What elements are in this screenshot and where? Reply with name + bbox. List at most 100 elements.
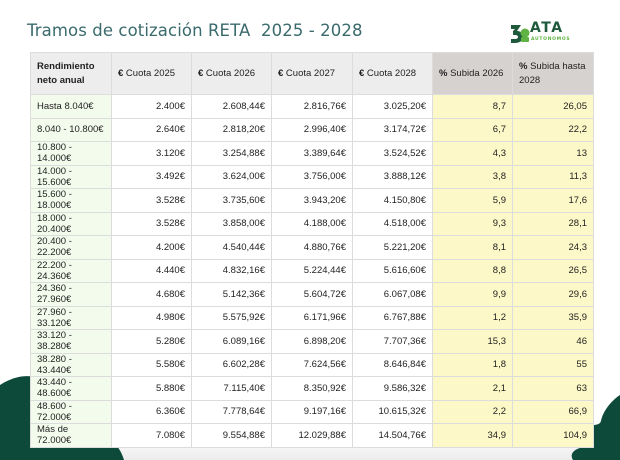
cuota-2027-cell: 5.604,72€ [271, 282, 353, 307]
logo-subtitle-text: AUTONOMOS [531, 37, 571, 42]
cuota-2026-cell: 3.858,00€ [191, 211, 272, 236]
cuota-2025-cell: 3.528€ [111, 211, 192, 236]
subida-hasta-2028-cell: 26,05 [512, 94, 594, 119]
cuota-2026-cell: 6.089,16€ [191, 329, 272, 354]
cuota-2027-cell: 4.880,76€ [271, 235, 353, 260]
cuota-2026-cell: 5.142,36€ [191, 282, 272, 307]
cuota-2025-cell: 4.200€ [111, 235, 192, 260]
cuota-2027-cell: 7.624,56€ [271, 352, 353, 377]
cuota-2025-cell: 2.640€ [111, 117, 192, 142]
header-cuota-2026: € Cuota 2026 [191, 52, 272, 95]
cuota-2025-cell: 4.440€ [111, 258, 192, 283]
cuota-2027-cell: 4.188,00€ [271, 211, 353, 236]
cuota-2027-cell: 2.816,76€ [271, 94, 353, 119]
cuota-2026-cell: 6.602,28€ [191, 352, 272, 377]
cuota-2025-cell: 2.400€ [111, 94, 192, 119]
table-row: 22.200 - 24.360€ 4.440€ 4.832,16€ 5.224,44€… [30, 258, 594, 283]
subida-hasta-2028-cell: 22,2 [512, 117, 594, 142]
cuota-2027-cell: 8.350,92€ [271, 376, 353, 401]
cuota-2027-cell: 12.029,88€ [271, 423, 353, 448]
cuota-2026-cell: 3.254,88€ [191, 141, 272, 166]
cuota-2028-cell: 10.615,32€ [352, 399, 433, 424]
subida-2026-cell: 34,9 [432, 423, 513, 448]
cuota-2028-cell: 7.707,36€ [352, 329, 433, 354]
subida-2026-cell: 1,2 [432, 305, 513, 330]
table-row: 8.040 - 10.800€ 2.640€ 2.818,20€ 2.996,40€ 3… [30, 117, 594, 142]
subida-hasta-2028-cell: 24,3 [512, 235, 594, 260]
subida-hasta-2028-cell: 104,9 [512, 423, 594, 448]
subida-2026-cell: 15,3 [432, 329, 513, 354]
subida-hasta-2028-cell: 66,9 [512, 399, 594, 424]
header-cuota-2027: € Cuota 2027 [271, 52, 353, 95]
range-cell: 15.600 - 18.000€ [30, 188, 112, 213]
cuota-2027-cell: 5.224,44€ [271, 258, 353, 283]
range-cell: 10.800 - 14.000€ [30, 141, 112, 166]
range-cell: 24.360 - 27.960€ [30, 282, 112, 307]
subida-2026-cell: 2,2 [432, 399, 513, 424]
subida-hasta-2028-cell: 11,3 [512, 164, 594, 189]
cuota-2025-cell: 5.280€ [111, 329, 192, 354]
cuota-2027-cell: 3.756,00€ [271, 164, 353, 189]
cuota-2028-cell: 5.221,20€ [352, 235, 433, 260]
cuota-2028-cell: 3.888,12€ [352, 164, 433, 189]
range-cell: Más de 72.000€ [30, 423, 112, 448]
subida-2026-cell: 8,1 [432, 235, 513, 260]
subida-hasta-2028-cell: 13 [512, 141, 594, 166]
page-title: Tramos de cotización RETA 2025 - 2028 [27, 21, 363, 40]
subida-2026-cell: 9,3 [432, 211, 513, 236]
table-row: Hasta 8.040€ 2.400€ 2.608,44€ 2.816,76€ 3.02… [30, 94, 594, 119]
cuota-2026-cell: 4.540,44€ [191, 235, 272, 260]
table-row: 33.120 - 38.280€ 5.280€ 6.089,16€ 6.898,20€… [30, 329, 594, 354]
subida-hasta-2028-cell: 63 [512, 376, 594, 401]
cuota-2028-cell: 6.767,88€ [352, 305, 433, 330]
cuota-2027-cell: 6.898,20€ [271, 329, 353, 354]
cuota-2027-cell: 2.996,40€ [271, 117, 353, 142]
table-row: 20.400 - 22.200€ 4.200€ 4.540,44€ 4.880,76€… [30, 235, 594, 260]
cuota-2026-cell: 5.575,92€ [191, 305, 272, 330]
range-cell: 14.000 - 15.600€ [30, 164, 112, 189]
cuota-2028-cell: 4.518,00€ [352, 211, 433, 236]
table-row: 24.360 - 27.960€ 4.680€ 5.142,36€ 5.604,72€… [30, 282, 594, 307]
range-cell: 38.280 - 43.440€ [30, 352, 112, 377]
ata-logo-mark-icon [511, 25, 530, 43]
cuota-2025-cell: 4.680€ [111, 282, 192, 307]
subida-2026-cell: 1,8 [432, 352, 513, 377]
contribution-brackets-table: Rendimiento neto anual € Cuota 2025 € Cu… [30, 52, 594, 448]
cuota-2028-cell: 4.150,80€ [352, 188, 433, 213]
table-row: 38.280 - 43.440€ 5.580€ 6.602,28€ 7.624,56€… [30, 352, 594, 377]
cuota-2025-cell: 6.360€ [111, 399, 192, 424]
cuota-2026-cell: 3.735,60€ [191, 188, 272, 213]
subida-hasta-2028-cell: 29,6 [512, 282, 594, 307]
table-row: 15.600 - 18.000€ 3.528€ 3.735,60€ 3.943,20€… [30, 188, 594, 213]
table-row: Más de 72.000€ 7.080€ 9.554,88€ 12.029,88€ 1… [30, 423, 594, 448]
header-subida-2026: % Subida 2026 [432, 52, 513, 95]
subida-hasta-2028-cell: 46 [512, 329, 594, 354]
decorative-blob-right [571, 395, 620, 460]
table-row: 10.800 - 14.000€ 3.120€ 3.254,88€ 3.389,64€… [30, 141, 594, 166]
cuota-2028-cell: 5.616,60€ [352, 258, 433, 283]
range-cell: 18.000 - 20.400€ [30, 211, 112, 236]
range-cell: 20.400 - 22.200€ [30, 235, 112, 260]
table-header-row: Rendimiento neto anual € Cuota 2025 € Cu… [30, 52, 594, 95]
cuota-2026-cell: 2.608,44€ [191, 94, 272, 119]
subida-hasta-2028-cell: 26,5 [512, 258, 594, 283]
cuota-2028-cell: 8.646,84€ [352, 352, 433, 377]
cuota-2028-cell: 3.025,20€ [352, 94, 433, 119]
cuota-2027-cell: 3.389,64€ [271, 141, 353, 166]
cuota-2028-cell: 6.067,08€ [352, 282, 433, 307]
cuota-2028-cell: 3.524,52€ [352, 141, 433, 166]
subida-hasta-2028-cell: 55 [512, 352, 594, 377]
range-cell: 27.960 - 33.120€ [30, 305, 112, 330]
subida-2026-cell: 5,9 [432, 188, 513, 213]
subida-2026-cell: 3,8 [432, 164, 513, 189]
cuota-2026-cell: 2.818,20€ [191, 117, 272, 142]
subida-hasta-2028-cell: 17,6 [512, 188, 594, 213]
range-cell: 22.200 - 24.360€ [30, 258, 112, 283]
subida-hasta-2028-cell: 28,1 [512, 211, 594, 236]
header-cuota-2025: € Cuota 2025 [111, 52, 192, 95]
table-row: 14.000 - 15.600€ 3.492€ 3.624,00€ 3.756,00€… [30, 164, 594, 189]
cuota-2028-cell: 9.586,32€ [352, 376, 433, 401]
table-row: 48.600 - 72.000€ 6.360€ 7.778,64€ 9.197,16€… [30, 399, 594, 424]
table-row: 43.440 - 48.600€ 5.880€ 7.115,40€ 8.350,92€… [30, 376, 594, 401]
cuota-2025-cell: 3.528€ [111, 188, 192, 213]
